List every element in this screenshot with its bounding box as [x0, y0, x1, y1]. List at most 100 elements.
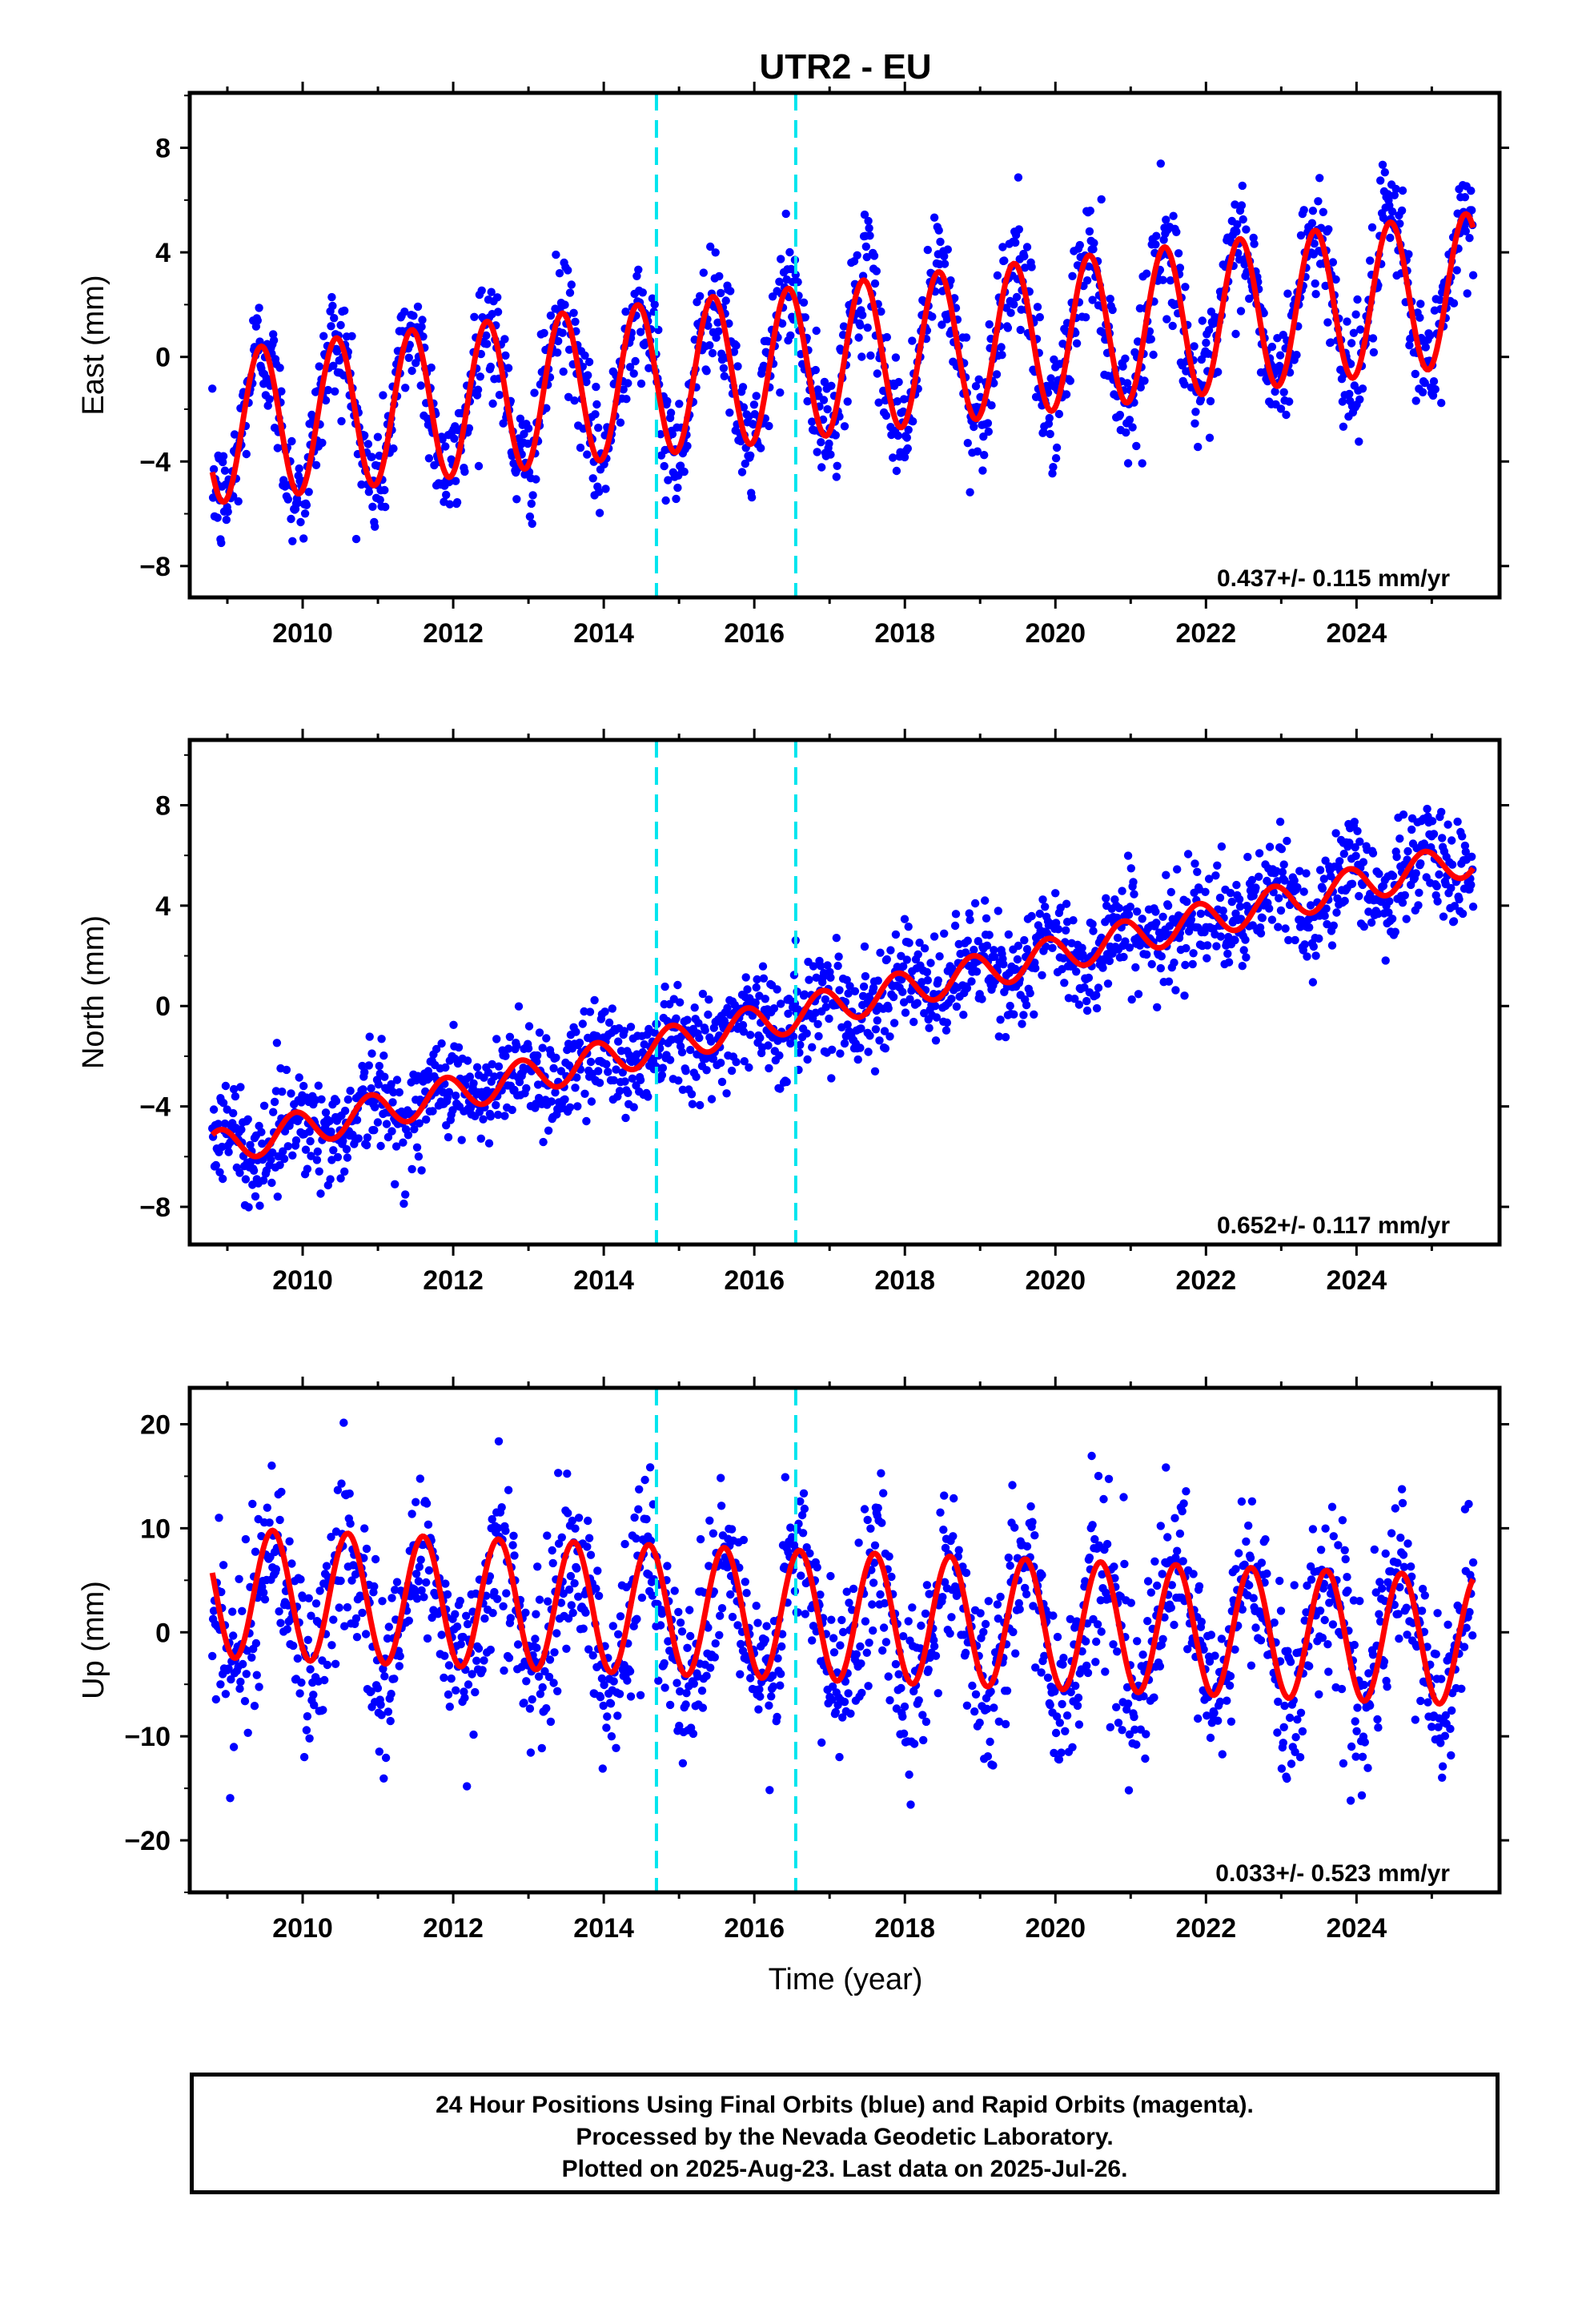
data-point — [543, 1531, 552, 1540]
data-point — [1295, 866, 1304, 875]
data-point — [345, 1489, 354, 1498]
data-point — [500, 1112, 509, 1120]
data-point — [1011, 1649, 1020, 1658]
data-point — [663, 1562, 672, 1570]
data-point — [1339, 422, 1348, 431]
data-point — [921, 1717, 931, 1727]
data-point — [444, 1661, 454, 1670]
data-point — [696, 1534, 705, 1544]
data-point — [1052, 443, 1062, 452]
data-point — [1235, 1549, 1243, 1558]
data-point — [1392, 852, 1401, 862]
data-point — [326, 1175, 335, 1184]
data-point — [726, 287, 735, 296]
data-point — [720, 372, 729, 380]
data-point — [444, 1690, 453, 1699]
data-point — [879, 1489, 888, 1498]
data-point — [676, 1618, 685, 1627]
data-point — [440, 1651, 449, 1660]
data-point — [1279, 388, 1288, 396]
data-point — [247, 1653, 256, 1662]
data-point — [443, 1590, 452, 1599]
data-point — [689, 1679, 698, 1688]
data-point — [990, 946, 998, 955]
data-point — [874, 398, 883, 407]
data-point — [325, 1116, 334, 1126]
data-point — [1226, 1671, 1235, 1681]
data-point — [237, 1125, 246, 1134]
data-point — [962, 333, 971, 342]
data-point — [242, 449, 251, 459]
data-point — [1158, 1570, 1166, 1578]
data-point — [1247, 1497, 1257, 1506]
data-point — [1130, 1725, 1139, 1734]
data-point — [743, 985, 752, 994]
data-point — [825, 1014, 833, 1023]
data-point — [1014, 941, 1023, 951]
data-point — [1152, 919, 1161, 927]
data-point — [612, 1065, 620, 1074]
data-point — [571, 1084, 580, 1092]
data-point — [950, 921, 960, 931]
data-point — [295, 1689, 304, 1698]
data-point — [1339, 850, 1349, 858]
data-point — [320, 1675, 329, 1685]
data-point — [236, 1083, 245, 1092]
data-point — [741, 973, 750, 982]
data-point — [994, 1717, 1004, 1726]
data-point — [567, 280, 576, 289]
data-point — [1082, 1006, 1092, 1015]
data-point — [464, 424, 474, 432]
data-point — [319, 1706, 327, 1715]
data-point — [346, 1519, 355, 1528]
data-point — [1030, 1531, 1039, 1540]
data-point — [522, 1677, 531, 1686]
data-point — [241, 1175, 251, 1184]
data-point — [339, 1418, 348, 1427]
data-point — [221, 1081, 231, 1091]
data-point — [340, 1106, 350, 1116]
data-point — [384, 1622, 393, 1631]
data-point — [823, 404, 832, 414]
data-point — [877, 1469, 885, 1478]
data-point — [614, 1630, 623, 1639]
data-point — [1311, 279, 1319, 288]
data-point — [1415, 313, 1424, 322]
data-point — [1380, 168, 1390, 177]
data-point — [1038, 971, 1046, 980]
data-point — [1395, 219, 1404, 228]
data-point — [575, 1038, 584, 1047]
data-point — [864, 216, 873, 226]
data-point — [208, 493, 218, 502]
data-point — [644, 364, 653, 372]
data-point — [877, 1518, 886, 1527]
data-point — [241, 1534, 251, 1544]
data-point — [1101, 1667, 1110, 1676]
data-point — [1052, 1712, 1062, 1721]
data-point — [304, 1594, 313, 1603]
data-point — [1403, 855, 1411, 864]
data-point — [1128, 423, 1137, 432]
data-point — [827, 381, 836, 390]
data-point — [251, 1547, 260, 1556]
data-point — [840, 422, 849, 431]
data-point — [584, 1645, 593, 1654]
data-point — [1400, 891, 1410, 900]
data-point — [494, 1062, 504, 1071]
data-point — [1355, 437, 1363, 446]
data-point — [1211, 871, 1220, 880]
data-point — [1242, 953, 1251, 962]
data-point — [1403, 846, 1412, 856]
data-point — [1450, 902, 1460, 911]
data-point — [401, 384, 410, 392]
data-point — [1414, 901, 1423, 910]
data-point — [224, 1664, 233, 1673]
data-point — [863, 324, 872, 332]
data-point — [1085, 1553, 1094, 1562]
data-point — [1074, 1693, 1083, 1703]
data-point — [1000, 256, 1009, 265]
data-point — [983, 419, 993, 428]
data-point — [844, 989, 853, 998]
data-point — [451, 1610, 460, 1618]
data-point — [280, 1127, 290, 1136]
